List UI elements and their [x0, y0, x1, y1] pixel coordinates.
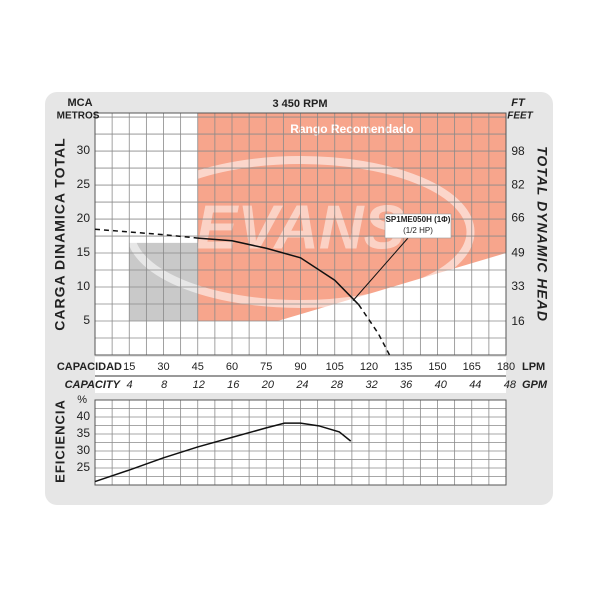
y-tick-label: 25 [77, 460, 91, 474]
y-tick-label: 30 [77, 143, 91, 157]
x-tick-label: 90 [294, 361, 306, 373]
x2-tick-label: 32 [365, 379, 377, 391]
x2-tick-label: 36 [400, 379, 413, 391]
x-tick-label: 105 [326, 361, 344, 373]
x2-axis-title: CAPACITY [65, 379, 122, 391]
plot-border [94, 399, 507, 486]
x2-tick-label: 12 [193, 379, 205, 391]
y2-unit: FT [511, 97, 526, 109]
performance-curve [94, 422, 352, 483]
x2-unit: GPM [522, 379, 548, 391]
y-axis-title: EFICIENCIA [52, 399, 67, 483]
x2-tick-label: 24 [295, 379, 308, 391]
performance-curve [358, 304, 391, 356]
chart-title: 3 450 RPM [272, 98, 327, 110]
plot-border [94, 112, 507, 356]
x2-tick-label: 20 [261, 379, 275, 391]
x-tick-label: 120 [360, 361, 378, 373]
performance-curve [94, 228, 198, 239]
annotation-arrow [352, 237, 409, 301]
x-tick-label: 60 [226, 361, 238, 373]
x-tick-label: 150 [428, 361, 446, 373]
y-tick-label: 30 [77, 443, 91, 457]
x2-tick-label: 16 [227, 379, 240, 391]
x-tick-label: 75 [260, 361, 272, 373]
y-tick-label: 15 [77, 245, 91, 259]
x-tick-label: 165 [463, 361, 481, 373]
y2-tick-label: 16 [511, 314, 525, 328]
x2-tick-label: 40 [435, 379, 448, 391]
y2-tick-label: 33 [511, 279, 525, 293]
performance-curve [197, 237, 360, 306]
x2-tick-label: 28 [330, 379, 344, 391]
y-axis-title: CARGA DINAMICA TOTAL [52, 137, 68, 330]
y-tick-label: 35 [77, 426, 91, 440]
y2-tick-label: 82 [511, 177, 525, 191]
x-tick-label: 45 [192, 361, 204, 373]
annotation-text: (1/2 HP) [403, 226, 433, 235]
x-unit: LPM [522, 361, 545, 373]
y2-unit-name: FEET [507, 111, 533, 122]
annotation-text: SP1ME050H (1Φ) [386, 215, 451, 224]
y-tick-label: 5 [83, 313, 90, 327]
x2-tick-label: 44 [469, 379, 481, 391]
y2-tick-label: 98 [511, 144, 525, 158]
y-unit: % [77, 394, 87, 406]
y2-tick-label: 49 [511, 246, 525, 260]
y-unit: MCA [67, 97, 92, 109]
x2-tick-label: 4 [127, 379, 133, 391]
x-tick-label: 15 [123, 361, 135, 373]
x-tick-label: 30 [157, 361, 169, 373]
y-tick-label: 10 [77, 279, 91, 293]
y2-axis-title: TOTAL DYNAMIC HEAD [534, 146, 550, 322]
x2-tick-label: 8 [161, 379, 168, 391]
annotation-box [384, 213, 452, 239]
y2-tick-label: 66 [511, 210, 525, 224]
y-tick-label: 25 [77, 177, 91, 191]
y-unit-name: METROS [57, 111, 100, 122]
y-tick-label: 40 [77, 409, 91, 423]
x-tick-label: 180 [497, 361, 515, 373]
x-axis-title: CAPACIDAD [57, 361, 122, 373]
capacity-band [95, 357, 506, 393]
x2-tick-label: 48 [504, 379, 517, 391]
y-tick-label: 20 [77, 211, 91, 225]
x-tick-label: 135 [394, 361, 412, 373]
